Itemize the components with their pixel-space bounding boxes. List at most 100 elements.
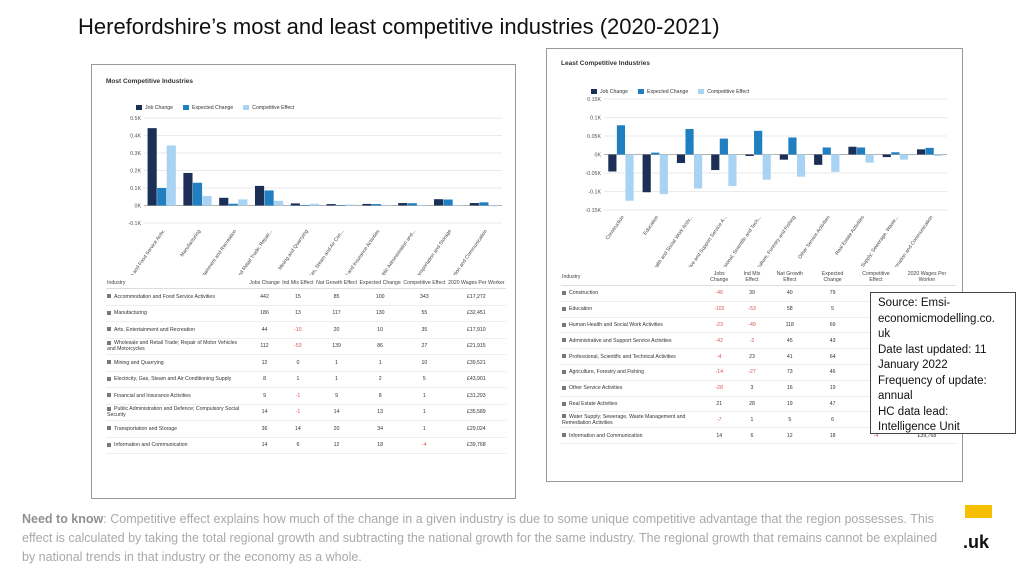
cell-jobs: 14 — [248, 404, 282, 421]
column-header: 2020 Wages Per Worker — [897, 269, 956, 286]
cell-indmix: 23 — [735, 348, 769, 365]
industry-name: Agriculture, Forestry and Fishing — [561, 364, 703, 381]
job-change-bar — [326, 204, 336, 206]
source-line: economicmodelling.co. — [878, 312, 995, 325]
cell-indmix: 6 — [735, 427, 769, 444]
column-header: Nat Growth Effect — [314, 278, 359, 289]
cell-indmix: -27 — [735, 364, 769, 381]
least-legend: Job Change Expected Change Competitive E… — [591, 89, 749, 95]
legend-expected-change: Expected Change — [637, 89, 688, 95]
y-tick-label: 0.5K — [130, 116, 141, 122]
y-tick-label: -0.1K — [588, 190, 601, 196]
cell-comp: 1 — [402, 387, 447, 405]
expected-change-bar — [336, 205, 346, 206]
industry-icon — [562, 370, 566, 374]
cell-expected: 69 — [811, 317, 855, 334]
table-row: Information and Communication 14 6 12 18 -4 £3… — [106, 437, 506, 454]
expected-change-bar — [300, 205, 310, 206]
job-change-bar — [642, 154, 651, 193]
cell-indmix: -10 — [281, 321, 315, 339]
industry-name: Manufacturing — [106, 305, 248, 322]
cell-indmix: 28 — [735, 396, 769, 413]
industry-name: Transportation and Storage — [106, 420, 248, 438]
cell-jobs: -4 — [703, 348, 736, 365]
job-change-bar — [608, 154, 617, 172]
cell-expected: 34 — [358, 420, 403, 438]
job-change-bar — [779, 154, 788, 160]
industry-icon — [107, 442, 111, 447]
cell-nat: 45 — [768, 332, 812, 350]
need-to-know-note: Need to know: Competitive effect explain… — [22, 510, 952, 567]
y-tick-label: 0.3K — [130, 151, 141, 157]
industry-name: Administrative and Support Service Activ… — [561, 332, 703, 350]
table-row: Transportation and Storage 36 14 20 34 1 £29,0… — [106, 420, 506, 438]
cell-wages: £35,589 — [446, 404, 506, 421]
cell-expected: 8 — [358, 387, 403, 405]
cell-expected: 10 — [358, 321, 403, 339]
cell-expected: 18 — [811, 427, 855, 444]
job-change-bar — [147, 128, 157, 206]
cell-indmix: -2 — [735, 332, 769, 350]
cell-expected: 130 — [358, 305, 403, 322]
competitive-effect-bar — [762, 154, 771, 180]
table-row: Accommodation and Food Service Activitie… — [106, 288, 506, 306]
industry-icon — [107, 294, 111, 299]
cell-expected: 100 — [358, 288, 403, 306]
logo-yellow-bar — [965, 505, 992, 518]
cell-indmix: 1 — [735, 411, 769, 429]
industry-name: Real Estate Activities — [561, 396, 703, 413]
cell-expected: 47 — [811, 396, 855, 413]
source-box: Source: Emsi- economicmodelling.co. uk D… — [870, 292, 1016, 434]
column-header: Jobs Change — [248, 278, 282, 289]
cell-jobs: -46 — [703, 285, 736, 302]
x-tick-label: Transportation and Storage — [413, 229, 453, 275]
table-row: Information and Communication 14 6 12 18 -4 £3… — [561, 427, 956, 444]
expected-change-bar — [157, 188, 167, 206]
table-row: Manufacturing 186 13 117 130 55 £32,451 — [106, 305, 506, 322]
x-tick-label: Accommodation and Food Service Activ. — [110, 229, 166, 275]
cell-indmix: 39 — [735, 285, 769, 302]
column-header: Competitive Effect — [402, 278, 447, 289]
expected-change-bar — [754, 130, 763, 155]
competitive-effect-bar — [728, 154, 737, 186]
data-lead: HC data lead: — [878, 405, 949, 418]
cell-wages: £29,024 — [446, 420, 506, 438]
job-change-bar — [183, 172, 193, 206]
slide-title: Herefordshire’s most and least competiti… — [78, 14, 720, 39]
note-text: : Competitive effect explains how much o… — [22, 512, 938, 564]
cell-expected: 43 — [811, 332, 855, 350]
table-header-row: Industry Jobs Change Ind Mix Effect Nat Gro… — [106, 278, 506, 289]
cell-expected: 5 — [811, 301, 855, 318]
date-updated: Date last updated: 11 — [878, 343, 987, 356]
industry-icon — [107, 340, 111, 345]
cell-indmix: 13 — [281, 305, 315, 322]
cell-nat: 41 — [768, 348, 812, 365]
cell-jobs: 21 — [703, 396, 736, 413]
competitive-effect-bar — [865, 154, 874, 163]
cell-indmix: 0 — [281, 354, 315, 372]
cell-nat: 85 — [314, 288, 359, 306]
job-change-bar — [711, 154, 720, 171]
industry-icon — [562, 401, 566, 406]
expected-change-bar — [651, 152, 660, 155]
job-change-bar — [254, 185, 265, 206]
cell-indmix: 15 — [281, 288, 315, 306]
industry-name: Information and Communication — [561, 427, 703, 444]
job-change-bar — [433, 199, 444, 206]
x-tick-label: Manufacturing — [179, 229, 202, 259]
note-label: Need to know — [22, 512, 104, 526]
table-row: Administrative and Support Service Activ… — [561, 332, 956, 350]
cell-wages: £21,915 — [446, 338, 506, 355]
industry-name: Arts, Entertainment and Recreation — [106, 321, 248, 339]
industry-icon — [562, 291, 566, 296]
industry-name: Professional, Scientific and Technical A… — [561, 348, 703, 365]
job-change-bar — [745, 154, 754, 156]
legend-competitive-effect: Competitive Effect — [698, 89, 749, 95]
industry-name: Electricity, Gas, Steam and Air Conditio… — [106, 371, 248, 388]
competitive-effect-bar — [625, 154, 634, 201]
least-competitive-chart: 0.15K 0.1K 0.05K 0K -0.05K -0.1K -0.15K Constru… — [585, 97, 947, 267]
y-tick-label: 0K — [135, 204, 142, 210]
table-row: Mining and Quarrying 12 0 1 1 10 £39,521 — [106, 354, 506, 372]
industry-icon — [107, 310, 111, 315]
least-chart-title: Least Competitive Industries — [561, 60, 650, 67]
